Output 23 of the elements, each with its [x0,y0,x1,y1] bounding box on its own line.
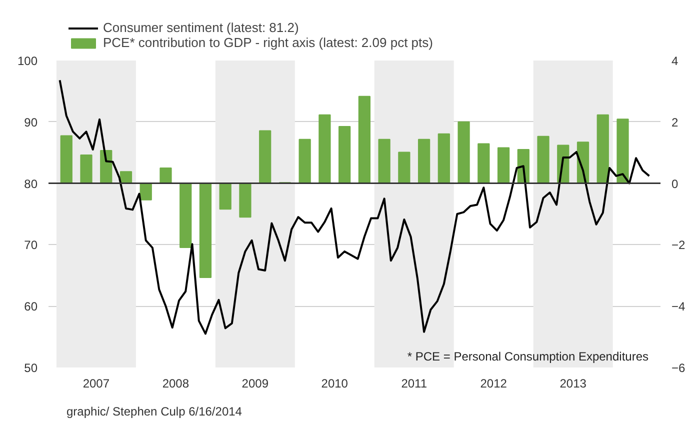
x-tick-label: 2011 [401,376,428,390]
y-tick-label: 60 [24,300,38,314]
legend-label: Consumer sentiment (latest: 81.2) [103,20,299,35]
annotation: * PCE = Personal Consumption Expenditures [407,350,649,364]
x-tick-label: 2010 [321,376,348,390]
y-tick-label: 50 [24,361,38,375]
text: graphic/ Stephen Culp 6/16/2014 [66,404,242,418]
y2-tick-label: 2 [672,115,678,130]
y2-tick-label: −6 [672,361,686,375]
y2-tick-label: −4 [672,300,686,314]
x-tick-label: 2008 [162,376,190,390]
y-tick-label: 100 [17,54,38,68]
x-tick-label: 2012 [480,376,508,390]
y-tick-label: 70 [24,238,38,252]
x-tick-label: 2009 [242,376,269,390]
y-tick-label: 80 [24,176,38,191]
x-tick-label: 2013 [560,376,587,390]
legend-label: PCE* contribution to GDP - right axis (latest: 2.09 pct pts) [103,35,433,50]
x-tick-label: 2007 [82,376,110,390]
y-tick-label: 90 [24,115,38,130]
y2-tick-label: 0 [672,176,678,191]
y2-tick-label: −2 [672,238,686,252]
y2-tick-label: 4 [672,54,678,68]
